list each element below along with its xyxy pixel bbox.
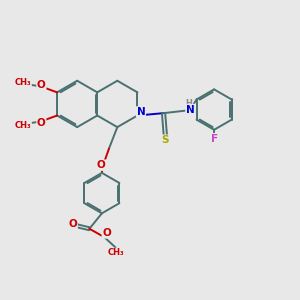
Text: O: O [102,228,111,238]
Text: N: N [136,107,146,117]
Text: N: N [186,105,195,115]
Text: CH₃: CH₃ [108,248,124,257]
Text: S: S [162,135,169,145]
Text: O: O [37,80,46,90]
Text: CH₃: CH₃ [15,121,31,130]
Text: O: O [37,118,46,128]
Text: O: O [97,160,106,170]
Text: CH₃: CH₃ [15,78,31,87]
Text: O: O [68,219,77,229]
Text: H: H [186,98,193,107]
Text: F: F [211,134,218,144]
